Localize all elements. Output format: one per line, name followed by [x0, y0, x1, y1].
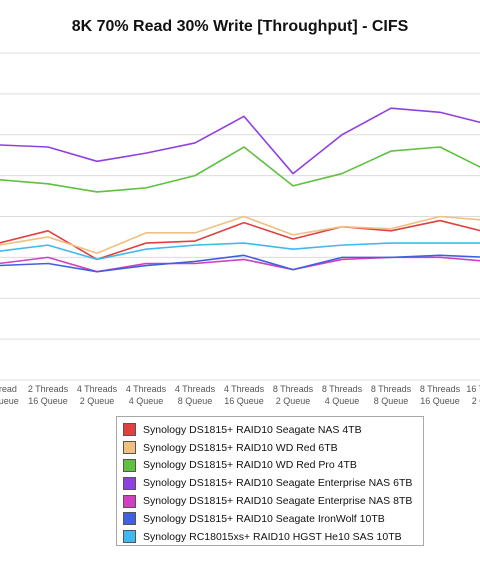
series-line-3	[0, 146, 480, 193]
legend-label: Synology DS1815+ RAID10 WD Red Pro 4TB	[143, 459, 357, 472]
x-tick-label: 2 Threads 16 Queue	[28, 384, 69, 406]
x-tick-label: 4 Threads 2 Queue	[77, 384, 118, 406]
legend-item: Synology DS1815+ RAID10 Seagate Enterpri…	[117, 474, 423, 492]
series-line-2	[0, 215, 480, 255]
x-tick-label: 8 Threads 8 Queue	[371, 384, 412, 406]
series-line-5	[0, 256, 480, 273]
legend-swatch	[123, 530, 136, 544]
legend-label: Synology DS1815+ RAID10 Seagate IronWolf…	[143, 512, 385, 525]
series-line-7	[0, 242, 480, 261]
legend-swatch	[123, 441, 136, 455]
grid-lines	[0, 52, 480, 381]
legend-item: Synology DS1815+ RAID10 WD Red 6TB	[117, 439, 423, 457]
legend-swatch	[123, 512, 136, 526]
legend-label: Synology DS1815+ RAID10 Seagate NAS 4TB	[143, 423, 362, 436]
x-tick-label: 4 Threads 4 Queue	[126, 384, 167, 406]
legend: Synology DS1815+ RAID10 Seagate NAS 4TB S…	[116, 416, 424, 546]
series-lines	[0, 107, 480, 273]
legend-label: Synology DS1815+ RAID10 Seagate Enterpri…	[143, 477, 413, 490]
x-tick-label: 8 Threads 2 Queue	[273, 384, 314, 406]
series-line-1	[0, 219, 480, 261]
legend-item: Synology DS1815+ RAID10 WD Red Pro 4TB	[117, 457, 423, 475]
x-tick-label: 1 Thread16 Queue	[0, 384, 19, 406]
legend-item: Synology RC18015xs+ RAID10 HGST He10 SAS…	[117, 528, 423, 546]
legend-item: Synology DS1815+ RAID10 Seagate NAS 4TB	[117, 421, 423, 439]
legend-label: Synology RC18015xs+ RAID10 HGST He10 SAS…	[143, 530, 402, 543]
x-tick-label: 8 Threads 4 Queue	[322, 384, 363, 406]
series-line-4	[0, 107, 480, 175]
x-tick-label: 4 Threads 8 Queue	[175, 384, 216, 406]
legend-label: Synology DS1815+ RAID10 WD Red 6TB	[143, 441, 338, 454]
x-tick-label: 4 Threads 16 Queue	[224, 384, 265, 406]
series-line-6	[0, 254, 480, 273]
legend-swatch	[123, 423, 136, 437]
legend-swatch	[123, 476, 136, 490]
legend-item: Synology DS1815+ RAID10 Seagate Enterpri…	[117, 492, 423, 510]
legend-swatch	[123, 494, 136, 508]
legend-label: Synology DS1815+ RAID10 Seagate Enterpri…	[143, 495, 413, 508]
legend-swatch	[123, 458, 136, 472]
x-tick-label: 8 Threads 16 Queue	[420, 384, 461, 406]
chart-title: 8K 70% Read 30% Write [Throughput] - CIF…	[71, 18, 409, 35]
legend-item: Synology DS1815+ RAID10 Seagate IronWolf…	[117, 510, 423, 528]
